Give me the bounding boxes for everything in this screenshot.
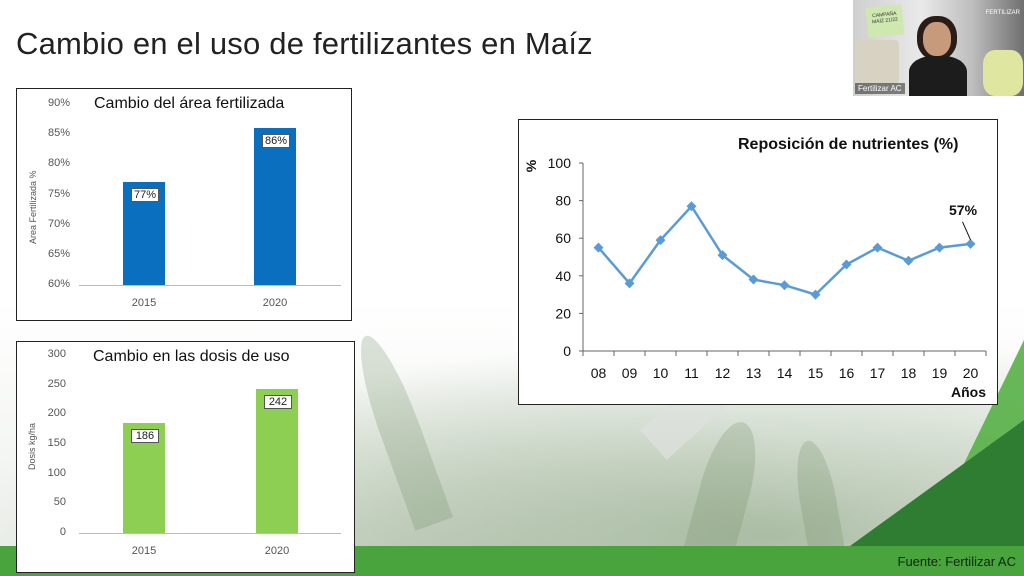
x-tick-label: 20: [963, 365, 979, 381]
x-tick-label: 19: [932, 365, 948, 381]
x-tick-label: 08: [591, 365, 607, 381]
y-tick-label: 250: [47, 377, 66, 390]
chart-title: Cambio del área fertilizada: [94, 95, 285, 112]
x-tick-label: 2020: [264, 545, 290, 557]
decorative-green-shape: [850, 420, 1024, 546]
x-axis-line: [79, 533, 341, 534]
data-point-11: [686, 201, 697, 212]
bar-value-label: 242: [264, 395, 292, 410]
y-tick-label: 300: [47, 348, 66, 360]
bar-2020: [254, 128, 296, 285]
y-tick-label: 75%: [47, 187, 70, 200]
data-point-08: [593, 242, 604, 253]
x-tick-label: 18: [901, 365, 917, 381]
y-tick-label: 80: [555, 193, 571, 209]
chart-dosis-uso: Cambio en las dosis de uso Dosis kg/ha 0…: [16, 341, 355, 573]
y-tick-label: 150: [47, 437, 66, 449]
participant-video-tile[interactable]: CAMPAÑA MAÍZ 21/22 FERTILIZAR Fertilizar…: [853, 0, 1024, 96]
x-tick-label: 2015: [131, 297, 157, 309]
bar-2020: [256, 389, 298, 533]
y-tick-label: 60%: [47, 278, 70, 290]
bar-value-label: 77%: [131, 188, 159, 203]
data-point-13: [748, 274, 759, 285]
y-tick-label: 20: [555, 305, 571, 321]
y-tick-label: 40: [555, 268, 571, 284]
y-tick-label: 80%: [47, 157, 70, 170]
data-point-16: [841, 259, 852, 270]
person-body: [909, 56, 967, 96]
y-tick-label: 0: [563, 343, 571, 359]
x-tick-label: 16: [839, 365, 855, 381]
x-axis-label: Años: [951, 384, 986, 400]
x-tick-label: 14: [777, 365, 793, 381]
chart-title: Reposición de nutrientes (%): [738, 136, 959, 153]
x-tick-label: 10: [653, 365, 669, 381]
y-tick-label: 60: [555, 230, 571, 246]
slide-title: Cambio en el uso de fertilizantes en Maí…: [16, 26, 593, 61]
source-caption: Fuente: Fertilizar AC: [897, 554, 1017, 569]
bar-value-label: 86%: [262, 134, 290, 149]
chart-title: Cambio en las dosis de uso: [93, 348, 290, 365]
chart-reposicion-nutrientes: 0 20 40 60 80 100 08 09 10 11 12 13 14 15 16 17 18 19 20 R…: [518, 119, 998, 405]
y-tick-label: 0: [59, 526, 66, 538]
plant-image: [855, 40, 899, 84]
y-axis-label: Area Fertilizada %: [28, 170, 38, 244]
x-tick-label: 17: [870, 365, 886, 381]
x-tick-label: 09: [622, 365, 638, 381]
y-tick-label: 100: [548, 155, 572, 171]
data-point-10: [655, 235, 666, 246]
x-tick-label: 11: [684, 365, 699, 381]
data-point-17: [872, 242, 883, 253]
annotation-leader-line: [962, 221, 971, 241]
chart-area-fertilizada: Cambio del área fertilizada Area Fertili…: [16, 88, 352, 321]
y-axis-label: %: [523, 159, 540, 173]
fertilizar-logo: FERTILIZAR: [985, 10, 1020, 16]
data-point-18: [903, 255, 914, 266]
x-tick-label: 15: [808, 365, 824, 381]
sticky-note: CAMPAÑA MAÍZ 21/22: [865, 4, 905, 38]
data-label-last: 57%: [949, 202, 978, 218]
x-tick-label: 2020: [262, 297, 288, 309]
data-point-15: [810, 289, 821, 300]
y-tick-label: 100: [47, 466, 66, 479]
y-tick-label: 85%: [47, 127, 70, 140]
y-tick-label: 65%: [47, 247, 70, 260]
corn-image: [983, 50, 1023, 96]
person-face: [923, 22, 951, 56]
line-chart-plot: 0 20 40 60 80 100 08 09 10 11 12 13 14 15 16 17 18 19 20: [548, 155, 987, 381]
data-point-19: [934, 242, 945, 253]
x-tick-label: 12: [715, 365, 731, 381]
x-tick-label: 2015: [131, 545, 157, 557]
bar-value-label: 186: [131, 428, 159, 443]
data-point-20: [965, 238, 976, 249]
x-axis-line: [79, 285, 341, 286]
data-point-14: [779, 280, 790, 291]
y-tick-label: 50: [53, 496, 66, 509]
y-tick-label: 90%: [47, 97, 70, 109]
data-point-09: [624, 278, 635, 289]
data-point-12: [717, 250, 728, 261]
participant-name: Fertilizar AC: [855, 83, 905, 94]
y-tick-label: 200: [47, 407, 66, 420]
y-tick-label: 70%: [47, 217, 70, 230]
x-tick-label: 13: [746, 365, 762, 381]
